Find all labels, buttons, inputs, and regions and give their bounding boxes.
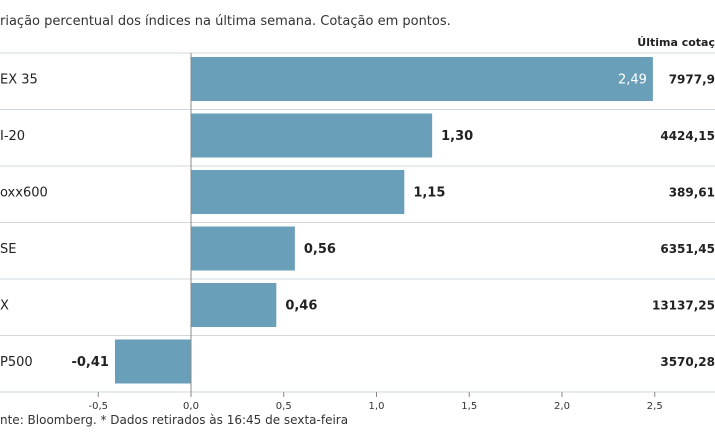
data-label: 2,49 bbox=[618, 73, 647, 88]
quote-value: 6351,45 bbox=[660, 242, 715, 256]
quote-value: 389,61 bbox=[669, 186, 715, 200]
data-label: 0,46 bbox=[285, 299, 317, 314]
chart-subtitle: riação percentual dos índices na última … bbox=[0, 14, 451, 29]
quote-value: 3570,28 bbox=[660, 355, 715, 369]
quote-value: 7977,9 bbox=[669, 73, 715, 87]
data-label: 1,30 bbox=[441, 129, 473, 144]
quote-column-header: Última cotaç bbox=[637, 36, 715, 49]
bar-3 bbox=[191, 226, 295, 271]
category-label: EX 35 bbox=[0, 73, 38, 88]
chart-source-note: nte: Bloomberg. * Dados retirados às 16:… bbox=[0, 413, 349, 427]
data-label: -0,41 bbox=[71, 355, 108, 370]
quote-value: 4424,15 bbox=[660, 129, 715, 143]
bar-2 bbox=[191, 170, 405, 214]
x-tick-label: -0,5 bbox=[88, 401, 108, 412]
data-label: 0,56 bbox=[304, 242, 336, 257]
x-tick-label: 1,5 bbox=[461, 401, 477, 412]
category-label: P500 bbox=[0, 355, 33, 370]
bar-0 bbox=[191, 57, 653, 101]
category-label: oxx600 bbox=[0, 186, 48, 201]
chart-grid bbox=[0, 52, 715, 393]
x-tick-label: 1,0 bbox=[369, 401, 385, 412]
x-tick-label: 2,0 bbox=[554, 401, 570, 412]
category-label: I-20 bbox=[0, 129, 25, 144]
x-tick-label: 0,5 bbox=[276, 401, 292, 412]
data-label: 1,15 bbox=[413, 186, 445, 201]
x-tick-label: 2,5 bbox=[647, 401, 663, 412]
quote-value: 13137,25 bbox=[652, 299, 715, 313]
category-label: SE bbox=[0, 242, 16, 257]
category-label: X bbox=[0, 299, 9, 314]
chart-bars: EX 35 2,49 7977,9 I-20 1,30 4424,15 oxx600 1,15… bbox=[0, 57, 715, 384]
bar-1 bbox=[191, 113, 433, 158]
bar-5 bbox=[114, 339, 191, 384]
x-tick-label: 0,0 bbox=[183, 401, 199, 412]
bar-4 bbox=[191, 283, 277, 327]
x-axis: -0,5 0,0 0,5 1,0 1,5 2,0 2,5 bbox=[88, 53, 663, 412]
